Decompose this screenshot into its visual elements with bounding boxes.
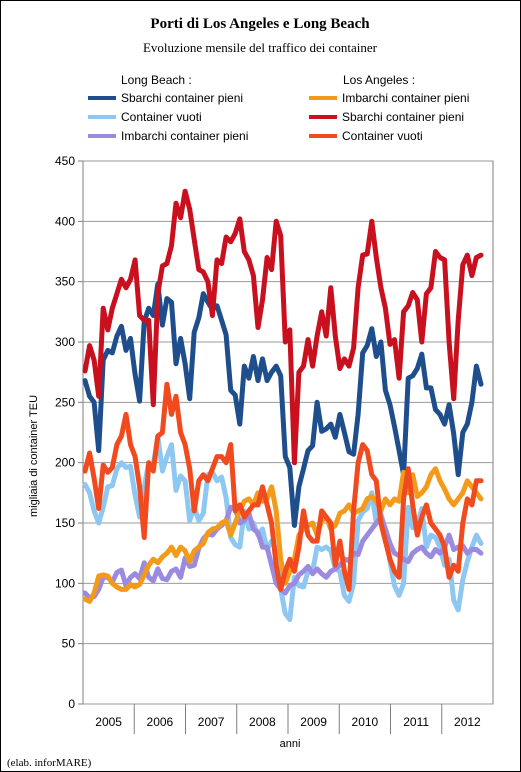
y-tick-label: 450 xyxy=(55,154,75,168)
series-line-los-angeles-4 xyxy=(82,188,484,466)
x-tick-labels: 2005 2006 2007 2008 2009 2010 2011 2012 xyxy=(95,704,481,734)
x-tick-label: 2006 xyxy=(147,715,174,729)
y-tick-label: 0 xyxy=(68,697,75,711)
legend: Long Beach : Los Angeles : Sbarchi contain… xyxy=(88,73,469,143)
credit-text: (elab. inforMARE) xyxy=(7,757,92,769)
legend-group-title: Los Angeles : xyxy=(343,73,415,87)
y-tick-label: 100 xyxy=(55,576,75,590)
x-tick-label: 2007 xyxy=(198,715,225,729)
x-tick-label: 2010 xyxy=(352,715,379,729)
legend-label: Container vuoti xyxy=(342,129,423,143)
x-tick-label: 2011 xyxy=(403,715,429,729)
x-tick-label: 2012 xyxy=(454,715,481,729)
chart-subtitle: Evoluzione mensile del traffico dei cont… xyxy=(143,40,378,55)
y-tick-label: 50 xyxy=(62,637,76,651)
chart-title: Porti di Los Angeles e Long Beach xyxy=(150,16,370,32)
y-tick-label: 250 xyxy=(55,395,75,409)
legend-label: Sbarchi container pieni xyxy=(121,91,243,105)
x-tick-label: 2008 xyxy=(249,715,276,729)
y-tick-label: 350 xyxy=(55,275,75,289)
legend-label: Sbarchi container pieni xyxy=(342,110,464,124)
plot-area-border xyxy=(82,160,494,705)
series-line-long-beach-2 xyxy=(82,504,484,601)
x-axis-label: anni xyxy=(280,738,301,750)
series-line-los-angeles-5 xyxy=(82,381,484,592)
y-axis-label: migliaia di container TEU xyxy=(28,395,40,517)
legend-label: Imbarchi container pieni xyxy=(342,91,469,105)
y-tick-label: 150 xyxy=(55,516,75,530)
y-tick-labels: 0 50 100 150 200 250 300 350 400 450 xyxy=(55,154,75,711)
series-lines xyxy=(82,188,484,622)
y-tick-label: 400 xyxy=(55,214,75,228)
y-tick-label: 200 xyxy=(55,456,75,470)
series-line-long-beach-0 xyxy=(82,281,484,528)
legend-group-title: Long Beach : xyxy=(121,73,192,87)
legend-label: Imbarchi container pieni xyxy=(121,129,248,143)
legend-label: Container vuoti xyxy=(121,110,202,124)
x-tick-label: 2009 xyxy=(300,715,327,729)
y-tick-label: 300 xyxy=(55,335,75,349)
x-tick-label: 2005 xyxy=(95,715,122,729)
